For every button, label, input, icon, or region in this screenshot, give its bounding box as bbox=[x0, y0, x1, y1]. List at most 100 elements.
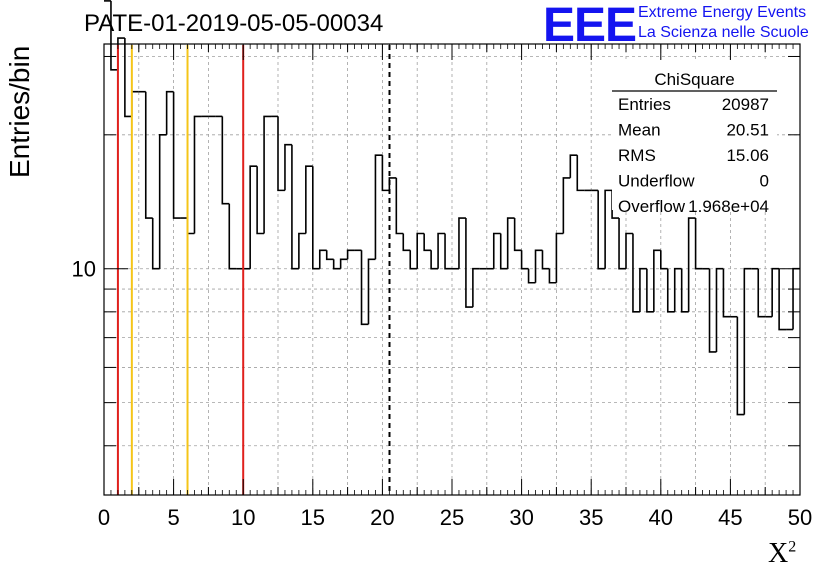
histogram-bin bbox=[492, 232, 501, 269]
histogram-bin bbox=[117, 37, 125, 70]
stats-value: 1.968e+04 bbox=[688, 197, 769, 216]
histogram-bin bbox=[165, 90, 174, 135]
stats-value: 0 bbox=[760, 172, 769, 191]
histogram-bin bbox=[680, 268, 689, 313]
y-tick-label: 10 bbox=[72, 257, 96, 282]
histogram-bin bbox=[381, 155, 390, 192]
histogram-bin bbox=[151, 218, 160, 270]
histogram-bin bbox=[639, 267, 647, 312]
histogram-bin bbox=[757, 268, 766, 318]
stats-box: ChiSquare Entries 20987 Mean 20.51 RMS 15.06 Un… bbox=[612, 62, 777, 216]
stats-label: Overflow bbox=[618, 197, 686, 216]
histogram-bin bbox=[318, 249, 327, 269]
reference-lines bbox=[116, 45, 391, 495]
histogram-bin bbox=[402, 233, 411, 252]
x-axis-label: X2 bbox=[768, 538, 796, 570]
x-tick-label: 0 bbox=[98, 505, 110, 530]
histogram-bin bbox=[472, 267, 480, 308]
histogram-bin bbox=[346, 249, 355, 260]
stats-label: Underflow bbox=[618, 172, 695, 191]
x-tick-label: 45 bbox=[718, 505, 742, 530]
histogram-bin bbox=[778, 268, 787, 331]
histogram-bin bbox=[632, 233, 640, 313]
histogram-bin bbox=[604, 189, 613, 269]
histogram-bin bbox=[555, 232, 564, 283]
histogram-bin bbox=[771, 267, 780, 317]
x-tick-label: 50 bbox=[788, 505, 812, 530]
x-tick-label: 30 bbox=[509, 505, 533, 530]
histogram-bin bbox=[562, 177, 571, 234]
stats-label: RMS bbox=[618, 146, 656, 165]
x-tick-label: 40 bbox=[649, 505, 673, 530]
histogram-bin bbox=[437, 232, 446, 269]
stats-title: ChiSquare bbox=[654, 70, 734, 89]
histogram-bin bbox=[339, 258, 348, 269]
x-axis-label-exponent: 2 bbox=[788, 538, 797, 556]
histogram-bin bbox=[430, 250, 439, 270]
histogram-bin bbox=[625, 232, 633, 269]
histogram-bin bbox=[312, 166, 320, 270]
logo-subtitle-1: Extreme Energy Events bbox=[638, 4, 807, 21]
histogram-bin bbox=[325, 250, 334, 261]
stats-label: Entries bbox=[618, 95, 671, 114]
histogram-bin bbox=[332, 259, 341, 270]
histogram-bin bbox=[499, 233, 508, 270]
histogram-bin bbox=[228, 203, 237, 270]
histogram-bin bbox=[409, 250, 418, 270]
chart-title: PATE-01-2019-05-05-00034 bbox=[84, 10, 384, 37]
histogram-bin bbox=[374, 154, 383, 260]
histogram-bin bbox=[646, 268, 654, 313]
histogram-bin bbox=[158, 134, 167, 269]
histogram-bin bbox=[506, 217, 515, 269]
histogram-bin bbox=[653, 249, 661, 312]
histogram-bin bbox=[367, 258, 376, 325]
x-tick-label: 10 bbox=[231, 505, 255, 530]
axis-ticks: 0 5 10 15 20 25 30 35 40 45 50 10 bbox=[72, 44, 812, 530]
grid-lines bbox=[104, 44, 800, 495]
histogram-bin bbox=[291, 144, 299, 270]
stats-value: 20987 bbox=[722, 95, 769, 114]
histogram-bin bbox=[687, 217, 696, 312]
x-tick-label: 35 bbox=[579, 505, 603, 530]
histogram-bin bbox=[520, 250, 529, 270]
x-tick-label: 5 bbox=[167, 505, 179, 530]
histogram-bin bbox=[186, 218, 195, 235]
histogram-bin bbox=[284, 143, 292, 191]
histogram-bin bbox=[416, 232, 425, 269]
histogram-bin bbox=[221, 116, 230, 205]
histogram-bin bbox=[305, 165, 313, 234]
histogram-bin bbox=[465, 218, 473, 308]
histogram-bin bbox=[423, 233, 432, 252]
stats-value: 15.06 bbox=[726, 146, 769, 165]
histogram-bin bbox=[660, 250, 668, 270]
eee-logo: EEE bbox=[543, 0, 637, 52]
histogram-bin bbox=[548, 268, 557, 284]
histogram-bin bbox=[172, 91, 181, 219]
x-tick-label: 25 bbox=[440, 505, 464, 530]
logo-subtitle-2: La Scienza nelle Scuole bbox=[638, 24, 809, 41]
x-tick-label: 20 bbox=[370, 505, 394, 530]
histogram-bin bbox=[618, 218, 626, 270]
histogram-bin bbox=[597, 190, 606, 270]
histogram-bin bbox=[715, 267, 724, 352]
histogram-bin bbox=[277, 116, 285, 192]
histogram-bin bbox=[131, 90, 139, 117]
histogram-bin bbox=[569, 154, 578, 178]
histogram-bin bbox=[144, 91, 153, 219]
stats-label: Mean bbox=[618, 121, 661, 140]
histogram-bin bbox=[263, 115, 272, 234]
x-axis-label-base: X bbox=[768, 538, 789, 569]
histogram-bin bbox=[541, 250, 550, 270]
histogram-bin bbox=[534, 249, 543, 283]
histogram-bin bbox=[694, 218, 703, 270]
histogram-bin bbox=[513, 218, 522, 252]
histogram-bin bbox=[458, 217, 466, 269]
histogram-bin bbox=[249, 165, 258, 269]
histogram-bin bbox=[527, 268, 536, 284]
x-tick-label: 15 bbox=[301, 505, 325, 530]
histogram-bin bbox=[576, 155, 585, 192]
histogram-bin bbox=[110, 0, 118, 71]
histogram-bin bbox=[256, 166, 265, 235]
stats-value: 20.51 bbox=[726, 121, 769, 140]
